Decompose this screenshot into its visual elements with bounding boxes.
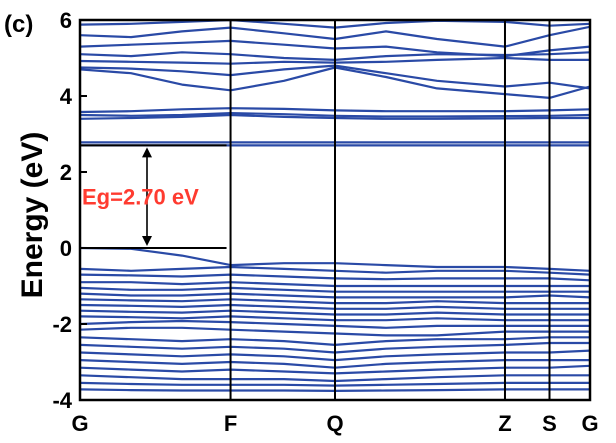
gap-arrow-head-top bbox=[142, 147, 152, 158]
y-tick-label-6: -4 bbox=[52, 388, 72, 413]
x-tick-label-2: F bbox=[224, 411, 237, 436]
y-tick-label-3: 2 bbox=[60, 160, 72, 185]
band-gap-annotation: Eg=2.70 eV bbox=[80, 144, 227, 249]
y-tick-label-2: 4 bbox=[60, 84, 73, 109]
y-tick-label-1: 6 bbox=[60, 8, 72, 33]
gap-arrow-head-bottom bbox=[142, 236, 152, 246]
x-tick-label-3: Q bbox=[326, 411, 343, 436]
y-axis-title: Energy (eV) bbox=[16, 132, 49, 299]
panel-label: (c) bbox=[4, 11, 33, 38]
y-tick-label-4: 0 bbox=[60, 236, 72, 261]
x-tick-label-6: G bbox=[581, 411, 598, 436]
y-tick-label-5: -2 bbox=[52, 312, 72, 337]
plot-frame bbox=[78, 18, 592, 402]
x-tick-label-5: S bbox=[542, 411, 557, 436]
high-symmetry-lines bbox=[229, 20, 551, 400]
x-tick-label-4: Z bbox=[498, 411, 511, 436]
x-tick-label-1: G bbox=[71, 411, 88, 436]
y-axis-ticks: 6 4 2 0 -2 -4 bbox=[52, 8, 87, 413]
band-gap-label: Eg=2.70 eV bbox=[82, 185, 199, 210]
